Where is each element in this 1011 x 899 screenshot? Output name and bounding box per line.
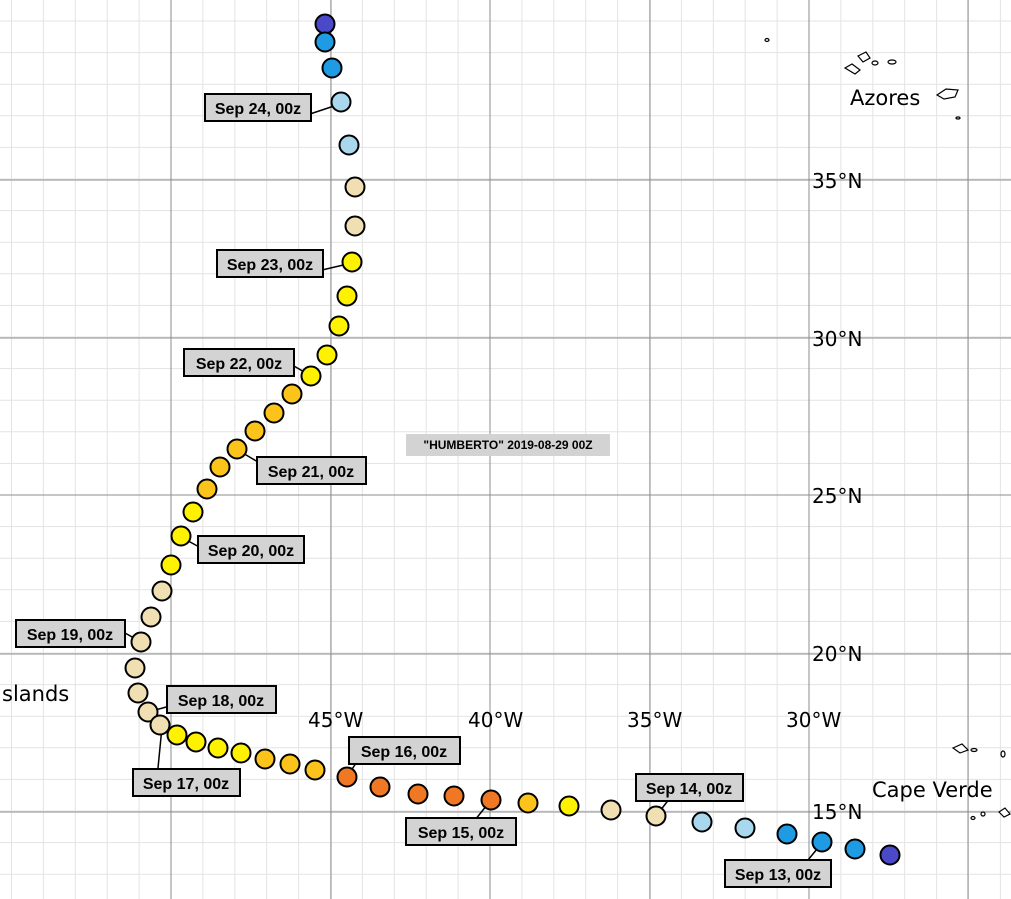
time-labels: Sep 24, 00z Sep 23, 00z Sep 22, 00z Sep … — [15, 93, 832, 888]
track-point — [328, 315, 350, 337]
track-point — [281, 383, 303, 405]
time-label-text: Sep 16, 00z — [361, 744, 447, 761]
track-point — [209, 456, 231, 478]
track-point — [811, 831, 833, 853]
track-point — [369, 776, 391, 798]
time-label-text: Sep 20, 00z — [208, 543, 294, 560]
time-label-box: Sep 18, 00z — [166, 685, 277, 714]
map-title-box — [406, 434, 610, 456]
time-label-text: Sep 22, 00z — [196, 356, 282, 373]
track-point — [844, 838, 866, 860]
time-label-box: Sep 19, 00z — [15, 619, 126, 648]
map-title-text: "HUMBERTO" 2019-08-29 00Z — [423, 438, 592, 452]
place-label-cape-verde: Cape Verde — [872, 778, 993, 802]
track-point — [558, 795, 580, 817]
track-point — [517, 792, 539, 814]
lon-label: 45°W — [308, 708, 363, 732]
time-label-text: Sep 13, 00z — [735, 867, 821, 884]
time-label-box: Sep 16, 00z — [348, 736, 461, 765]
time-label-box: Sep 23, 00z — [216, 249, 324, 278]
cape-verde-islands — [951, 743, 1011, 821]
time-label-box: Sep 24, 00z — [204, 93, 312, 122]
map-title: "HUMBERTO" 2019-08-29 00Z — [406, 434, 610, 456]
track-point — [341, 251, 363, 273]
azores-islands — [764, 37, 961, 120]
track-point — [151, 580, 173, 602]
track-point — [230, 742, 252, 764]
track-point — [321, 57, 343, 79]
track-point — [254, 748, 276, 770]
lon-label: 35°W — [627, 708, 682, 732]
track-point — [691, 811, 713, 833]
time-label-box: Sep 21, 00z — [256, 456, 367, 485]
lon-label: 30°W — [786, 708, 841, 732]
track-point — [279, 753, 301, 775]
track-point — [196, 478, 218, 500]
time-label-box: Sep 14, 00z — [635, 773, 744, 802]
track-point — [336, 766, 358, 788]
track-point — [244, 420, 266, 442]
time-label-text: Sep 23, 00z — [227, 257, 313, 274]
time-label-box: Sep 22, 00z — [183, 348, 295, 377]
track-point — [140, 606, 162, 628]
track-point — [300, 365, 322, 387]
time-label-box: Sep 15, 00z — [405, 817, 517, 846]
track-point — [316, 344, 338, 366]
track-point — [314, 31, 336, 53]
time-label-text: Sep 19, 00z — [27, 627, 113, 644]
track-point — [314, 13, 336, 35]
time-label-text: Sep 24, 00z — [215, 101, 301, 118]
track-point — [304, 759, 326, 781]
track-point — [776, 823, 798, 845]
lat-label: 20°N — [812, 642, 862, 666]
place-label-azores: Azores — [850, 86, 920, 110]
label-leaders — [124, 103, 823, 861]
track-point — [170, 525, 192, 547]
latitude-labels: 35°N 30°N 25°N 20°N 15°N — [812, 169, 862, 824]
time-label-text: Sep 15, 00z — [418, 825, 504, 842]
track-point — [207, 737, 229, 759]
track-point — [127, 682, 149, 704]
lon-label: 40°W — [468, 708, 523, 732]
storm-track — [124, 13, 901, 866]
track-point — [149, 714, 171, 736]
track-point — [336, 285, 358, 307]
track-point — [344, 215, 366, 237]
track-point — [407, 783, 429, 805]
track-point — [734, 817, 756, 839]
track-point — [124, 657, 146, 679]
track-point — [480, 789, 502, 811]
time-label-text: Sep 21, 00z — [268, 464, 354, 481]
lat-label: 15°N — [812, 800, 862, 824]
track-point — [226, 438, 248, 460]
time-label-text: Sep 18, 00z — [178, 693, 264, 710]
time-label-box: Sep 20, 00z — [197, 535, 305, 564]
lat-label: 25°N — [812, 484, 862, 508]
place-label-islands: slands — [2, 682, 69, 706]
track-point — [600, 799, 622, 821]
track-point — [160, 554, 182, 576]
longitude-labels: 45°W 40°W 35°W 30°W — [308, 708, 841, 732]
track-point — [182, 501, 204, 523]
lat-label: 35°N — [812, 169, 862, 193]
track-point — [130, 631, 152, 653]
track-point — [185, 731, 207, 753]
track-point — [645, 805, 667, 827]
time-label-box: Sep 17, 00z — [132, 768, 241, 797]
time-label-text: Sep 14, 00z — [646, 781, 732, 798]
track-point — [137, 701, 159, 723]
track-point — [330, 91, 352, 113]
time-label-box: Sep 13, 00z — [724, 859, 832, 888]
track-point — [879, 844, 901, 866]
track-point — [166, 724, 188, 746]
track-point — [338, 134, 360, 156]
track-point — [344, 176, 366, 198]
lat-label: 30°N — [812, 327, 862, 351]
track-point — [263, 402, 285, 424]
time-label-text: Sep 17, 00z — [143, 776, 229, 793]
track-point — [443, 785, 465, 807]
